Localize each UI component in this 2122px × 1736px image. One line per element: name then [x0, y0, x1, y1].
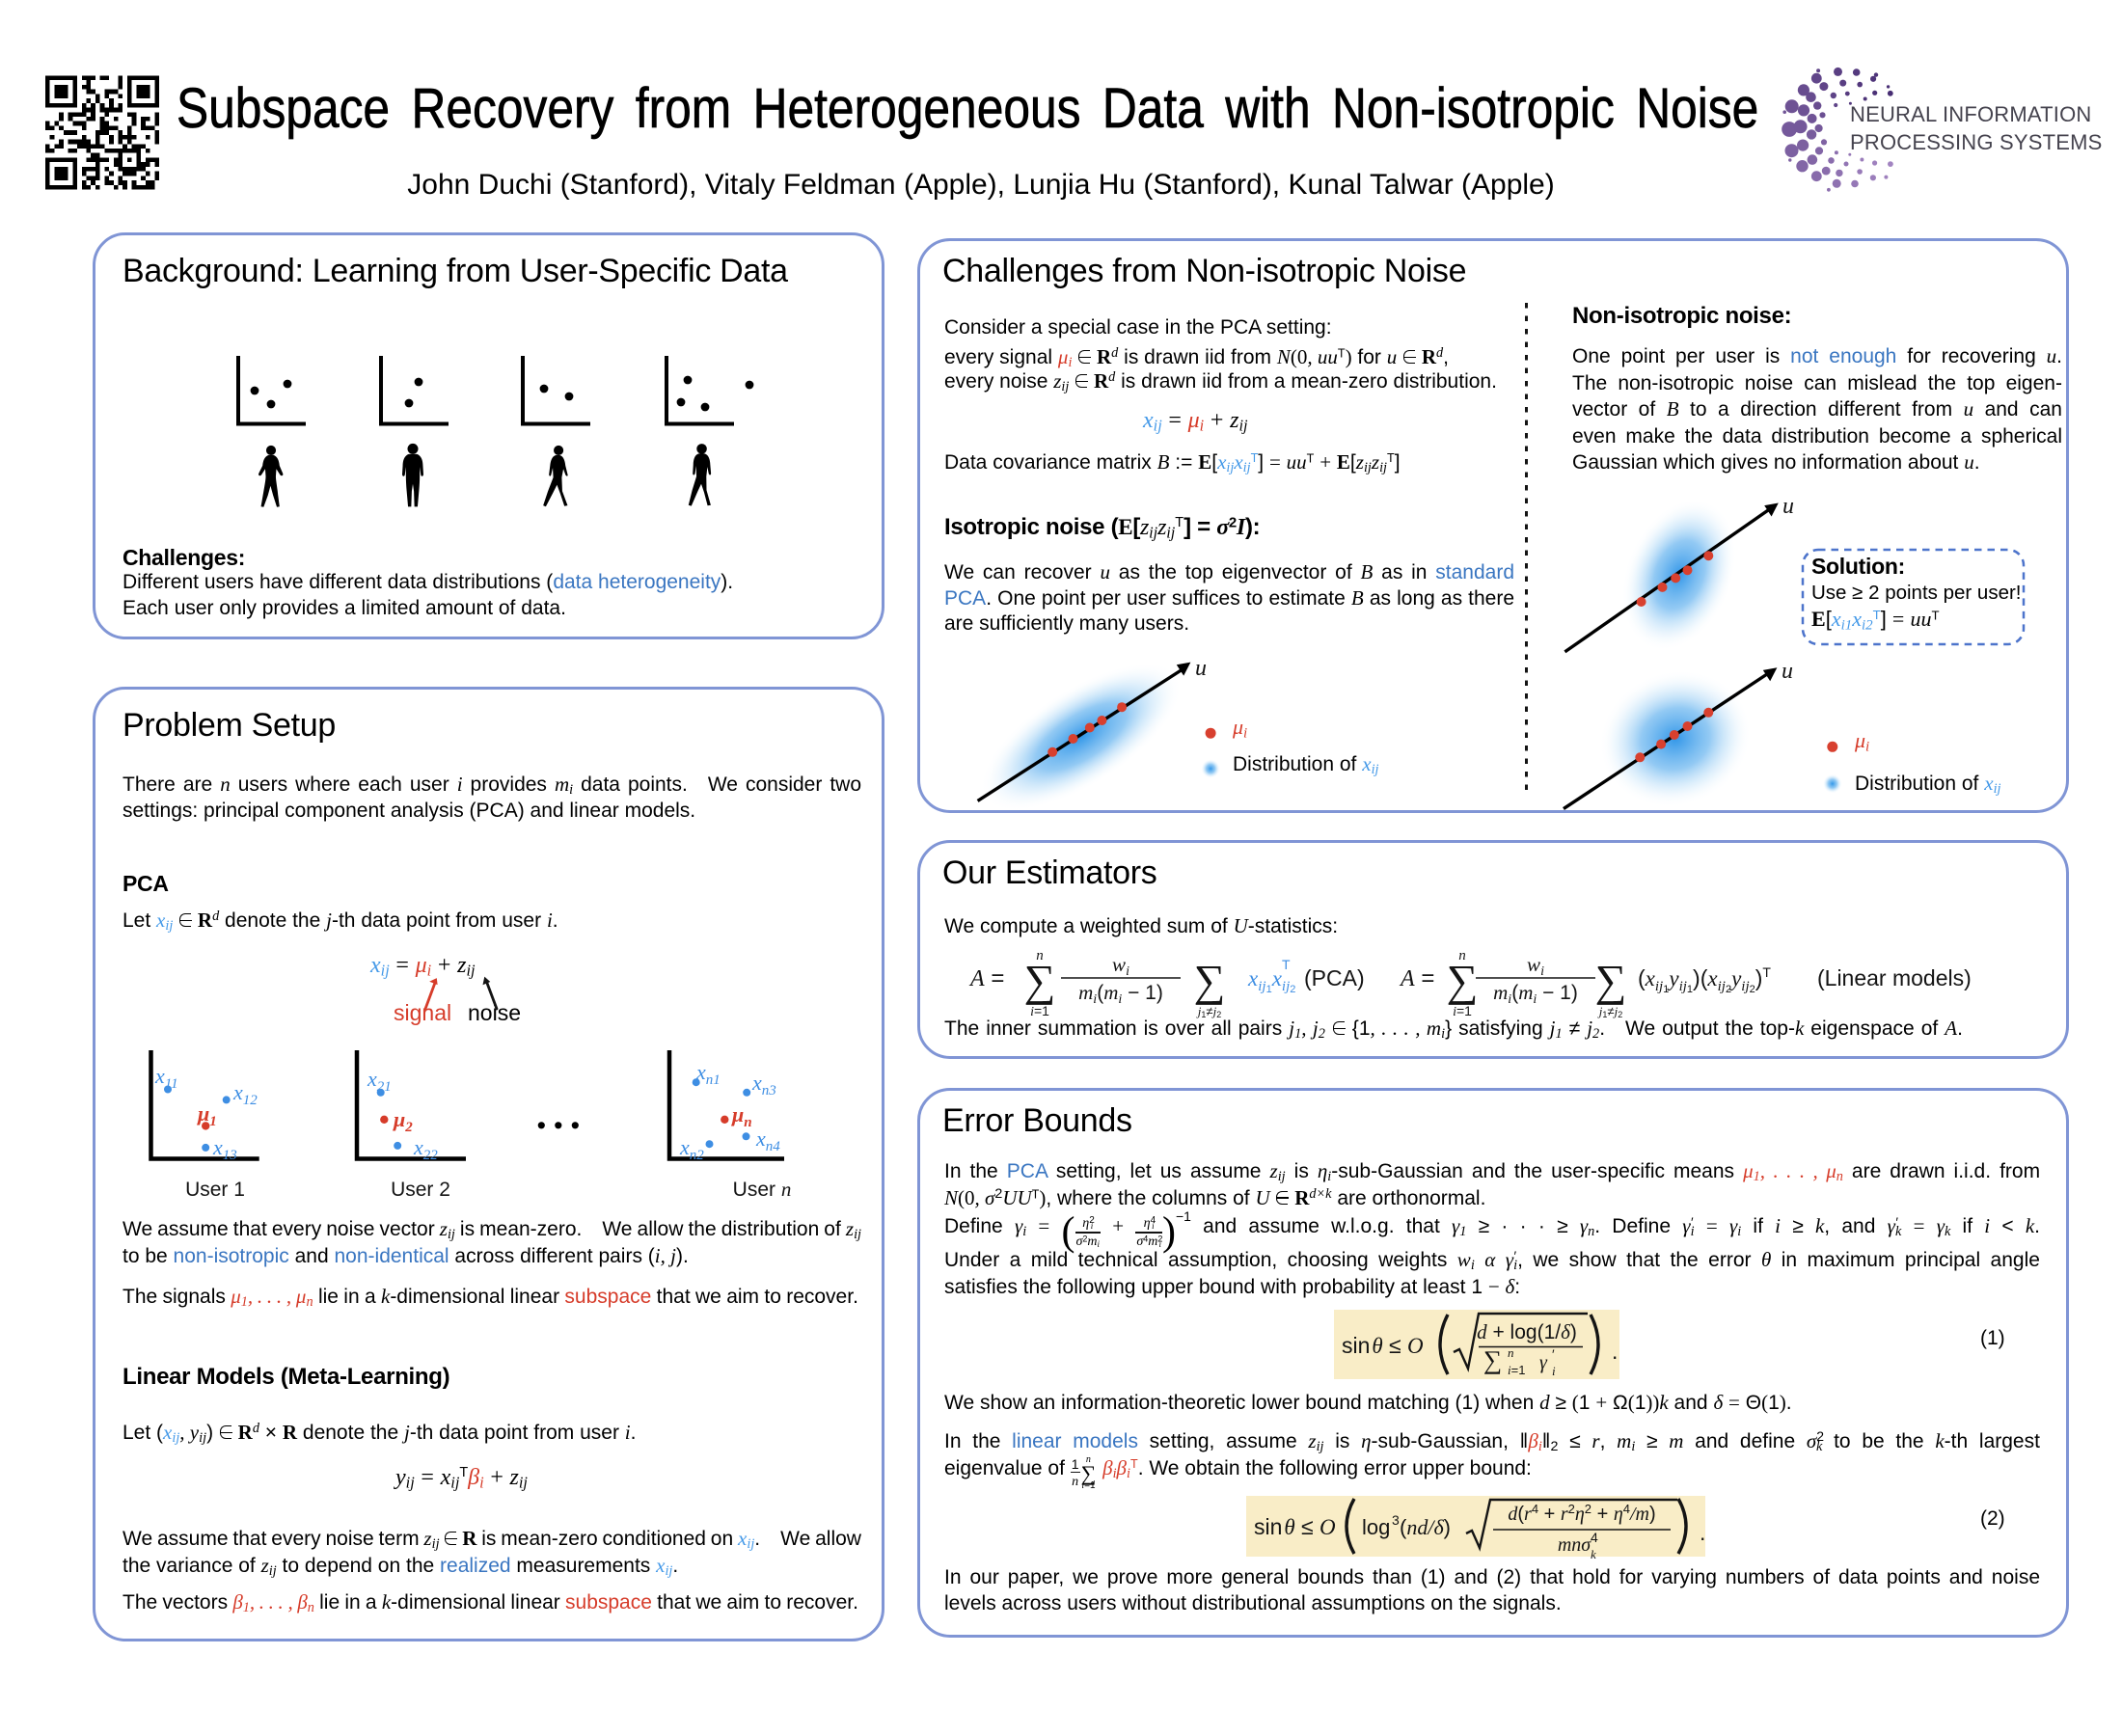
svg-text:∑: ∑ [1194, 956, 1226, 1005]
svg-text:γ: γ [1539, 1352, 1548, 1373]
svg-text:.: . [1612, 1339, 1618, 1364]
svg-text:User n: User n [733, 1178, 792, 1201]
svg-text:User 1: User 1 [185, 1179, 245, 1201]
svg-text:sin θ ≤ O: sin θ ≤ O [1342, 1333, 1424, 1358]
svg-text:k: k [1591, 1547, 1596, 1561]
svg-text:u: u [1782, 494, 1794, 519]
svg-text:User 2: User 2 [391, 1179, 450, 1201]
svg-text:n: n [1508, 1345, 1514, 1360]
svg-text:i=1: i=1 [1453, 1003, 1472, 1019]
svg-text:′: ′ [1552, 1346, 1555, 1362]
svg-text:∑: ∑ [1483, 1345, 1502, 1374]
svg-text:d(r4 + r2η2 + η4/m): d(r4 + r2η2 + η4/m) [1508, 1502, 1655, 1525]
svg-text:wi: wi [1112, 953, 1129, 979]
svg-text:∑: ∑ [1447, 956, 1479, 1005]
svg-text:mnσ: mnσ [1558, 1534, 1592, 1556]
svg-text:i=1: i=1 [1508, 1363, 1525, 1377]
svg-text:j1≠j2: j1≠j2 [1597, 1004, 1622, 1019]
svg-text:mi(mi − 1): mi(mi − 1) [1078, 981, 1163, 1007]
svg-text:A =: A = [968, 965, 1004, 991]
svg-text:∑: ∑ [1024, 956, 1056, 1005]
svg-text:3: 3 [1392, 1512, 1400, 1528]
svg-text:u: u [1782, 659, 1793, 684]
svg-text:(PCA): (PCA) [1304, 965, 1365, 990]
svg-text:A =: A = [1399, 965, 1434, 991]
svg-text:i=1: i=1 [1030, 1003, 1049, 1019]
svg-text:wi: wi [1527, 953, 1544, 979]
svg-text:u: u [1195, 656, 1207, 681]
svg-text:i: i [1552, 1364, 1556, 1378]
svg-text:j1≠j2: j1≠j2 [1196, 1004, 1221, 1019]
svg-text:∑: ∑ [1595, 956, 1627, 1005]
svg-text:log: log [1362, 1515, 1390, 1539]
svg-text:sin θ ≤ O: sin θ ≤ O [1254, 1514, 1336, 1539]
svg-text:(xij1yij1)(xij2yij2)T: (xij1yij1)(xij2yij2)T [1638, 964, 1771, 995]
svg-text:(Linear models): (Linear models) [1817, 965, 1972, 990]
svg-text:.: . [1700, 1520, 1705, 1545]
svg-text:(nd/δ): (nd/δ) [1400, 1515, 1451, 1539]
svg-text:n: n [1036, 948, 1044, 963]
svg-text:d + log(1/δ): d + log(1/δ) [1477, 1320, 1577, 1343]
svg-text:mi(mi − 1): mi(mi − 1) [1493, 981, 1578, 1007]
svg-text:n: n [1458, 948, 1466, 963]
svg-text:4: 4 [1591, 1530, 1598, 1545]
svg-text:T: T [1282, 957, 1291, 972]
svg-text:xij1xij2: xij1xij2 [1247, 966, 1295, 995]
